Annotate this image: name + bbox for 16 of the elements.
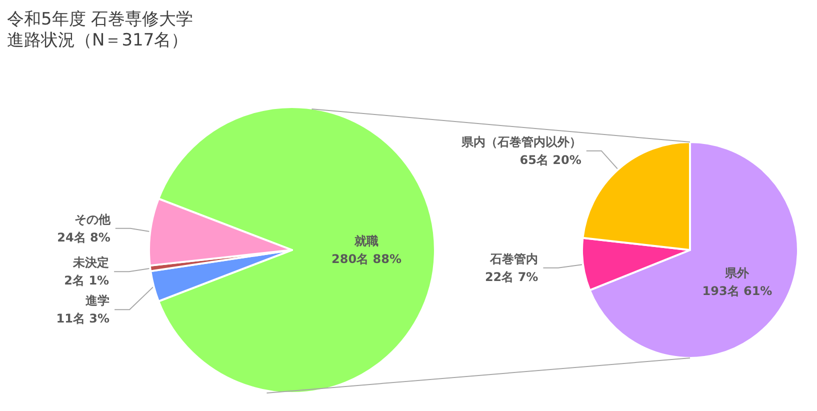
chart-subtitle: 進路状況（N＝317名）: [7, 30, 188, 50]
slice-label: 就職: [354, 234, 378, 248]
chart-title: 令和5年度 石巻専修大学: [7, 10, 194, 30]
data-label: 11名 3%: [56, 312, 110, 326]
data-label: 2名 1%: [64, 274, 110, 288]
data-label: 24名 8%: [57, 230, 110, 244]
slice-label: 県内（石巻管内以外）: [460, 134, 582, 149]
data-label: 65名 20%: [520, 152, 582, 167]
slice-label: 県外: [724, 266, 750, 280]
slice-label: 進学: [84, 294, 110, 308]
slice-label: 未決定: [72, 256, 110, 270]
slice-label: その他: [74, 212, 112, 226]
data-label: 22名 7%: [484, 270, 538, 284]
data-label: 193名 61%: [702, 284, 772, 298]
slice-label: 石巻管内: [489, 252, 538, 266]
data-label: 280名 88%: [332, 252, 402, 266]
